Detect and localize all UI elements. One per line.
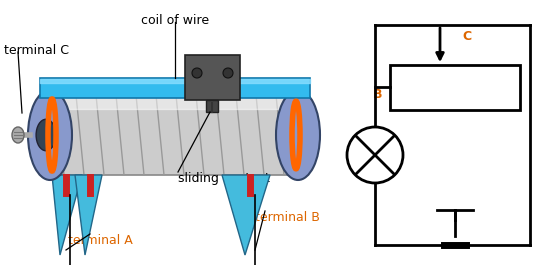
- Bar: [185, 55, 240, 100]
- Polygon shape: [52, 175, 82, 255]
- Text: terminal A: terminal A: [68, 234, 133, 247]
- Circle shape: [223, 68, 233, 78]
- Ellipse shape: [276, 90, 320, 180]
- Circle shape: [347, 127, 403, 183]
- Text: coil of wire: coil of wire: [141, 14, 209, 27]
- Text: terminal B: terminal B: [255, 211, 320, 224]
- Bar: [40, 78, 310, 98]
- Ellipse shape: [28, 90, 72, 180]
- Bar: [206, 100, 218, 112]
- Text: C: C: [462, 30, 471, 43]
- Ellipse shape: [36, 119, 56, 151]
- Polygon shape: [222, 175, 270, 255]
- Ellipse shape: [12, 127, 24, 143]
- Circle shape: [192, 68, 202, 78]
- Text: terminal C: terminal C: [4, 44, 69, 57]
- Polygon shape: [45, 95, 305, 175]
- Text: sliding contact: sliding contact: [178, 172, 270, 185]
- Bar: [390, 65, 520, 110]
- Text: B: B: [373, 88, 382, 101]
- Polygon shape: [75, 175, 102, 255]
